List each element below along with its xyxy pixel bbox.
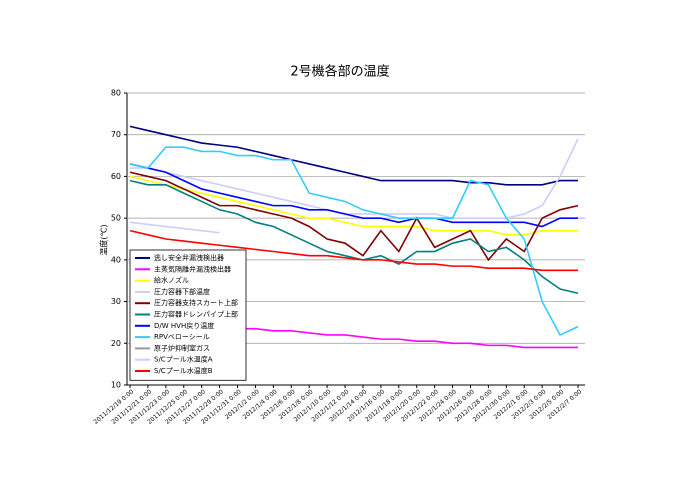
y-tick-label: 30 (111, 297, 121, 306)
legend-label: RPVベローシール (154, 333, 210, 341)
series-line (129, 229, 578, 272)
y-tick-label: 60 (111, 172, 121, 181)
series-line (129, 125, 578, 186)
legend-label: 圧力容器支持スカート上部 (154, 298, 238, 307)
legend-label: 圧力容器ドレンパイプ上部 (154, 310, 238, 319)
y-tick-label: 40 (111, 255, 121, 264)
series-line (129, 175, 578, 236)
y-tick-label: 80 (111, 89, 121, 98)
legend-label: 逃し安全弁漏洩検出器 (154, 253, 224, 262)
legend-label: 圧力容器下部温度 (154, 287, 210, 296)
legend-label: D/W HVH戻り温度 (154, 321, 214, 330)
series-line (129, 146, 579, 336)
legend-label: 主蒸気隔離弁漏洩検出器 (154, 264, 231, 273)
y-axis-label: 温度(℃) (99, 224, 109, 255)
series-line (129, 221, 220, 234)
y-tick-label: 20 (111, 339, 121, 348)
y-tick-label: 70 (111, 130, 121, 139)
series-line (130, 138, 579, 219)
series-line (129, 171, 579, 262)
chart-title: 2号機各部の温度 (290, 64, 389, 80)
series-line (129, 163, 578, 228)
series-line (129, 179, 579, 295)
y-tick-label: 10 (111, 381, 121, 390)
legend-label: 給水ノズル (154, 276, 189, 285)
y-tick-label: 50 (111, 214, 121, 223)
legend-label: S/Cプール水温度A (154, 355, 213, 364)
legend-label: 原子炉抑制室ガス (154, 343, 210, 352)
legend-label: S/Cプール水温度B (154, 366, 213, 375)
